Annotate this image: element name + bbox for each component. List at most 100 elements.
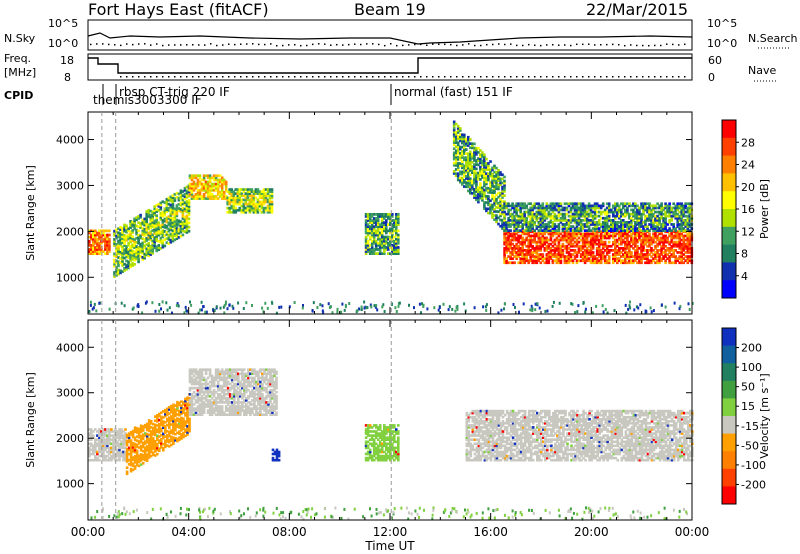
nave-dot [558,76,560,78]
nave-dot [324,76,326,78]
nsky-dot [264,43,266,46]
colorbar-tick-label: 28 [741,136,755,149]
nsky-dot [300,44,302,47]
nave-dot [174,76,176,78]
nave-dot [522,76,524,78]
power-region-1 [113,184,191,278]
nave-dot [294,76,296,78]
nsky-dot [336,43,338,46]
freq-line [88,57,692,74]
nsky-dot [576,43,578,46]
colorbar-label: Velocity [m s⁻¹] [758,373,771,458]
nsky-dot [522,44,524,47]
nave-dot [210,76,212,78]
nsky-dot [594,44,596,46]
nsky-tick-top-left: 10^5 [48,17,78,30]
nsky-dot [630,44,632,46]
colorbar-swatch [722,191,736,210]
nsky-dot [132,43,134,46]
nave-dot [582,76,584,78]
velocity-region-0 [88,428,127,462]
nsky-dot [378,43,380,46]
nave-dot [672,76,674,78]
nave-dot [264,76,266,78]
colorbar-swatch [722,345,736,364]
cpid-label: CPID [4,89,33,102]
nsky-dot [612,43,614,46]
nsearch-label: N.Search [748,32,798,45]
ytick-label: 2000 [56,225,84,238]
nsky-line [87,32,693,45]
nave-dot [318,76,320,78]
nave-dot [624,76,626,78]
colorbar-swatch [722,363,736,382]
colorbar-tick-label: -15 [741,420,759,433]
nsky-dot [276,44,278,47]
nave-dot [516,76,518,78]
nave-tick-bottom: 0 [708,71,715,84]
nsky-tick-top: 10^5 [707,17,737,30]
ytick-label: 4000 [56,341,84,354]
nave-dot [666,76,668,78]
ytick-label: 1000 [56,271,84,284]
nave-dot [564,76,566,78]
nave-dot [480,76,482,78]
nsky-dot [354,43,356,45]
colorbar-swatch [722,155,736,174]
nsky-dot [90,43,92,46]
nave-dot [192,76,194,78]
nsky-dot [474,44,476,47]
nsky-dot [360,43,362,46]
nsky-dot [516,44,518,47]
nsky-dot [570,44,572,47]
nsky-dot [408,44,410,46]
nave-dot [630,76,632,78]
nsky-dot [216,44,218,47]
nsky-dot [636,44,638,47]
nsky-dot [540,44,542,47]
nave-dot [492,76,494,78]
nave-dot [588,76,590,78]
colorbar-frame [721,327,737,505]
x-axis-label: Time UT [364,539,415,553]
colorbar-tick-label: 100 [741,361,762,374]
nave-tick-top: 60 [708,54,722,67]
nsky-dot [108,43,110,46]
nave-dot [498,76,500,78]
colorbar-swatch [722,120,736,139]
xtick-label: 08:00 [272,525,307,539]
nave-dot [180,76,182,78]
power-region-3 [226,188,274,214]
nsky-dot [528,43,530,46]
nave-dot [618,76,620,78]
nsky-dot [672,43,674,46]
colorbar-tick-label: -200 [741,478,766,491]
nave-dot [132,76,134,78]
nsky-dot [198,44,200,46]
freq-tick-bottom: 8 [64,71,71,84]
nave-dot [648,76,650,78]
colorbar-swatch [722,262,736,281]
nsky-dot [210,43,212,45]
nave-dot [288,76,290,78]
colorbar-swatch [722,433,736,452]
nsky-dot [618,43,620,46]
nave-dot [396,76,398,78]
nave-dot [372,76,374,78]
nave-dot [150,76,152,78]
xtick-label: 00:00 [71,525,106,539]
nave-dot [186,76,188,78]
nsky-dot [498,43,500,45]
nave-dot [144,76,146,78]
nsky-tick-bottom-left: 10^0 [48,37,78,50]
colorbar-swatch [722,468,736,487]
nsky-dot [306,44,308,47]
nave-dot [402,76,404,78]
ytick-label: 3000 [56,179,84,192]
velocity-cells [88,368,694,476]
cpid-entry-rbsp: rbsp CT-trig 220 IF [119,85,230,99]
nsky-dot [480,44,482,47]
nave-dot [354,76,356,78]
nave-dot [306,76,308,78]
nave-dot [450,76,452,78]
